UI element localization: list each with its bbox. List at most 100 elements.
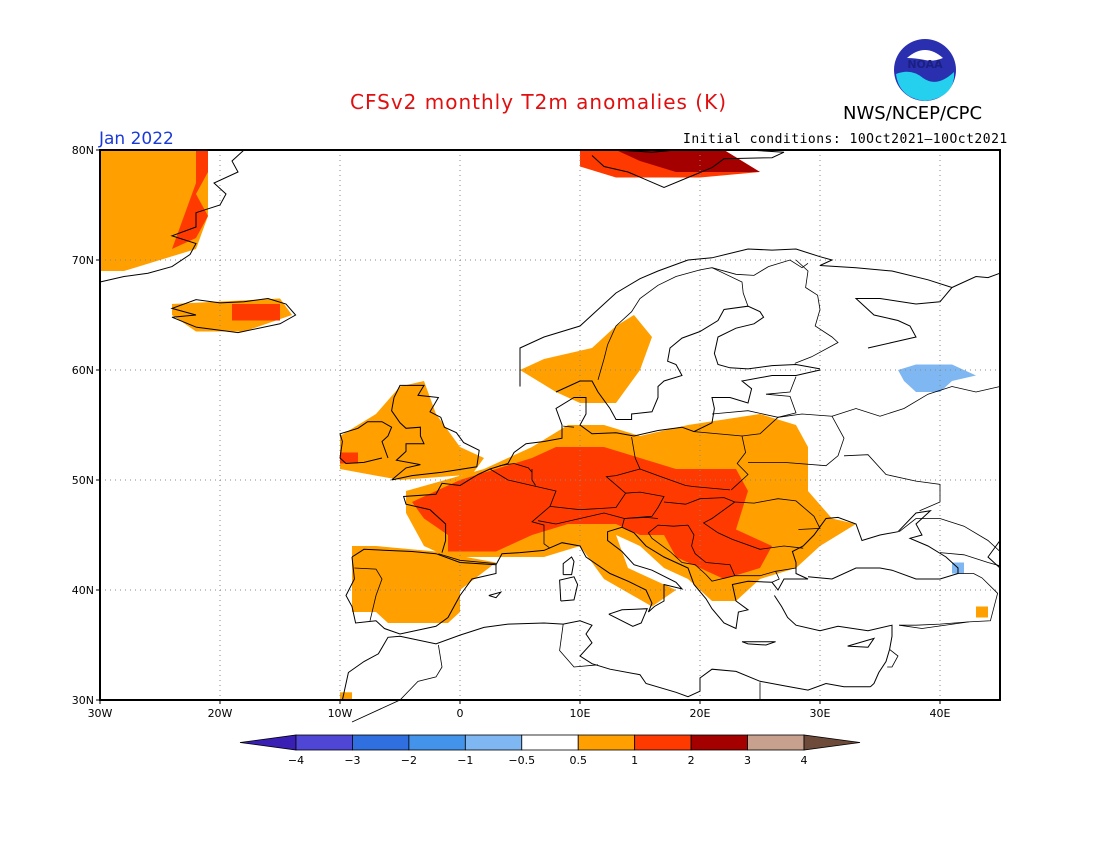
legend-label: −2 [401, 754, 417, 767]
coastline-iceland [170, 297, 297, 334]
logo-bird [907, 50, 943, 61]
border-serbia-etc [647, 524, 736, 582]
legend-label: 1 [631, 754, 638, 767]
anomaly-regions [100, 150, 988, 700]
coastline-crete [741, 641, 776, 646]
border-spain-france [438, 553, 497, 564]
anomaly-region-central-europe-warm [412, 447, 772, 579]
lon-tick-label: 10W [328, 707, 353, 720]
coastline-france-lowcountries [402, 369, 821, 553]
border-russia-internal [831, 386, 1001, 417]
border-austria-east [624, 491, 665, 519]
legend-swatch [690, 734, 748, 751]
legend-swatch [634, 734, 692, 751]
legend-swatch [521, 734, 579, 751]
map-frame [99, 149, 1001, 701]
coastline-med-coast [495, 510, 959, 630]
coastline-greenland-east [99, 149, 245, 283]
border-switzerland-italy [537, 512, 625, 525]
coastline-scandinavia [519, 248, 953, 387]
coastline-balearics [488, 591, 503, 599]
border-slovakia-hungary [663, 497, 735, 505]
noaa-logo: NOAA [894, 39, 956, 101]
border-poland-east [693, 431, 749, 491]
coastline-cyprus [847, 637, 876, 648]
coastline-iberia [345, 548, 497, 635]
border-bulgaria-south [734, 567, 797, 577]
lon-tick-label: 10E [570, 707, 591, 720]
border-syria-south [887, 649, 899, 668]
coastline-turkey-south [773, 595, 893, 650]
country-borders [351, 259, 1001, 723]
coastline-novaya-edge [951, 272, 1001, 288]
border-ukraine-east [843, 454, 941, 512]
lat-tick-label: 60N [72, 364, 94, 377]
border-italy-slovenia [621, 516, 659, 528]
map-background [100, 150, 1000, 700]
lon-tick-label: 20E [690, 707, 711, 720]
legend-label: −1 [457, 754, 473, 767]
anomaly-region-russia-cool [898, 364, 976, 392]
legend-swatch [352, 734, 410, 751]
legend-label: 0.5 [569, 754, 587, 767]
legend-label: −3 [344, 754, 360, 767]
border-caucasus [898, 518, 1001, 567]
lat-tick-label: 30N [72, 694, 94, 707]
border-greece-turkey [771, 571, 780, 583]
border-germany-west [531, 469, 536, 486]
forecast-period: Jan 2022 [99, 129, 174, 149]
border-tunisia-algeria [559, 624, 599, 668]
border-romania-west [702, 501, 736, 540]
anomaly-region-scandinavia [520, 315, 652, 403]
anomaly-region-svalbard-hot [616, 150, 760, 172]
anomaly-region-black-sea-sw [976, 606, 988, 618]
border-norway-sweden [597, 259, 809, 381]
coastline-great-britain [391, 384, 480, 481]
legend-label: 4 [801, 754, 808, 767]
legend-swatch-min [239, 734, 297, 751]
lat-tick-label: 80N [72, 144, 94, 157]
border-portugal-spain [354, 567, 383, 621]
map-title: CFSv2 monthly T2m anomalies (K) [350, 90, 727, 114]
lon-tick-label: 40E [930, 707, 951, 720]
anomaly-region-ireland-warm [340, 452, 358, 464]
logo-text: NOAA [907, 58, 943, 71]
border-denmark-germany [563, 425, 575, 428]
coastline-levant [870, 649, 891, 688]
lat-tick-label: 70N [72, 254, 94, 267]
legend-swatch [464, 734, 523, 751]
border-north-africa [351, 644, 443, 723]
legend-label: 2 [688, 754, 695, 767]
lon-tick-label: 30W [88, 707, 113, 720]
border-germany-east [549, 437, 641, 511]
lon-tick-label: 0 [457, 707, 464, 720]
legend-swatch [577, 734, 636, 751]
border-finland-russia [794, 259, 839, 364]
agency-label: NWS/NCEP/CPC [843, 103, 983, 124]
border-syria-iraq [899, 621, 969, 629]
initial-conditions-label: Initial conditions: 10Oct2021–10Oct2021 [683, 132, 1008, 147]
coastline-africa-north [341, 620, 871, 701]
coastline-sicily [608, 608, 648, 627]
border-belgium-nl [499, 463, 533, 473]
lon-tick-label: 20W [208, 707, 233, 720]
lon-tick-label: 30E [810, 707, 831, 720]
lat-tick-label: 40N [72, 584, 94, 597]
anomaly-region-british-isles [340, 381, 484, 480]
legend-swatch [747, 734, 805, 751]
coastline-corsica [562, 556, 575, 576]
coastline-sardinia [559, 576, 579, 602]
border-ukraine-south [734, 498, 821, 530]
border-romania-bulgaria [732, 539, 804, 550]
border-belarus-east [741, 413, 845, 467]
border-finland-sweden [711, 267, 749, 307]
border-baltics [711, 376, 797, 418]
anomaly-region-iceland-warm [232, 304, 280, 321]
legend-swatch-max [803, 734, 861, 751]
coastline-ireland [339, 421, 393, 465]
legend-swatch [408, 734, 466, 751]
